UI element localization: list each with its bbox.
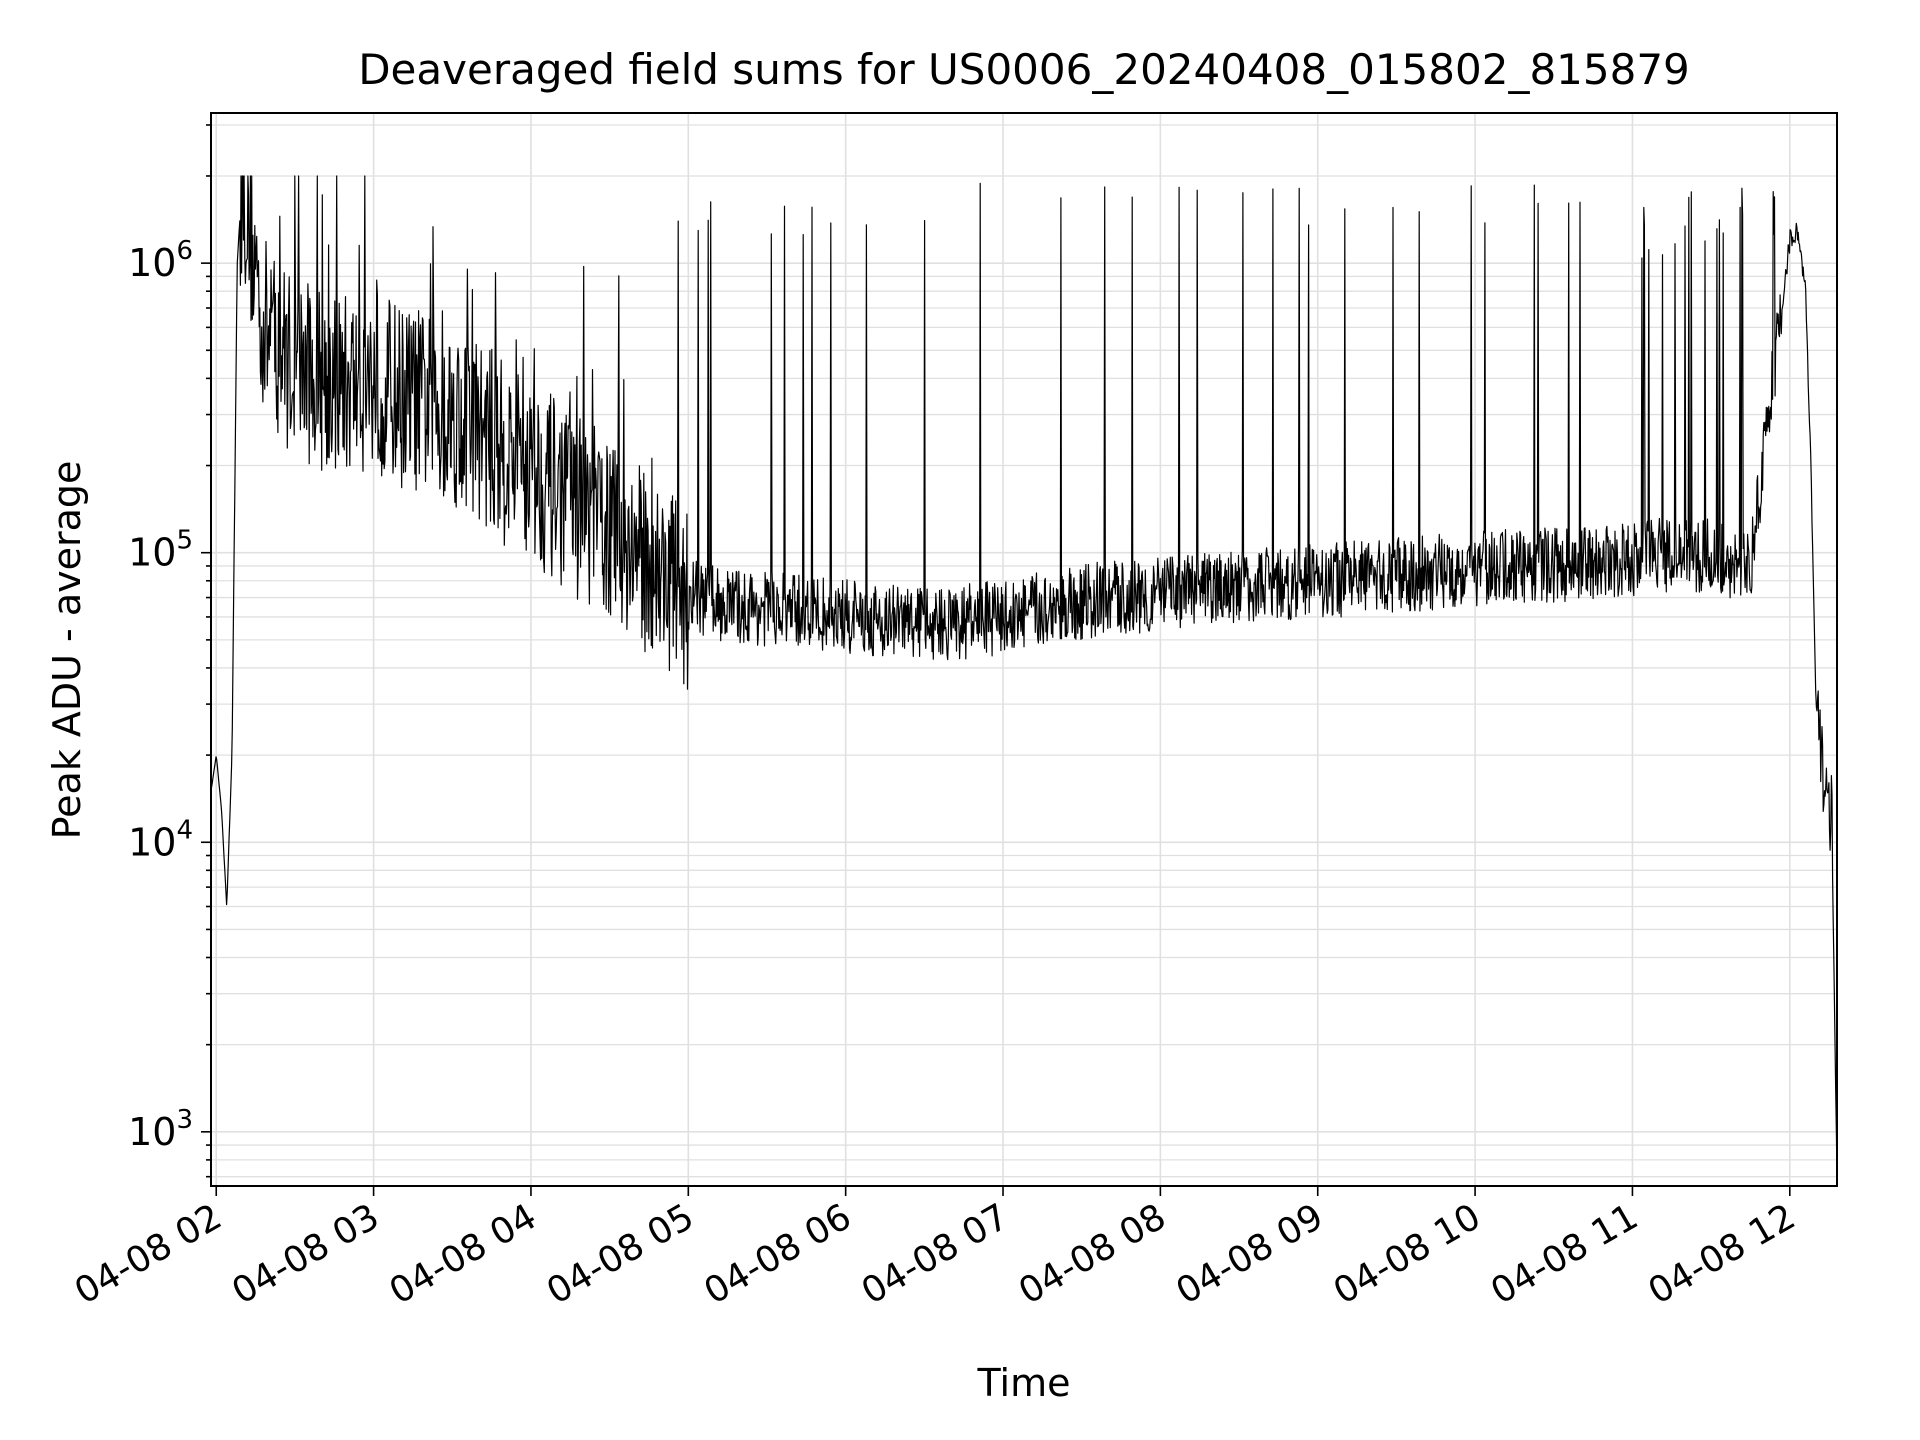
series-line [210,175,1838,1177]
plot-frame [210,112,1838,1187]
y-axis-label: Peak ADU - average [45,461,89,840]
chart-title: Deaveraged field sums for US0006_2024040… [358,45,1690,94]
x-axis-label: Time [977,1361,1071,1405]
y-tick-label: 103 [128,1105,193,1154]
y-tick-label: 105 [128,526,193,575]
y-tick-label: 106 [128,236,193,285]
y-tick-label: 104 [128,815,193,864]
